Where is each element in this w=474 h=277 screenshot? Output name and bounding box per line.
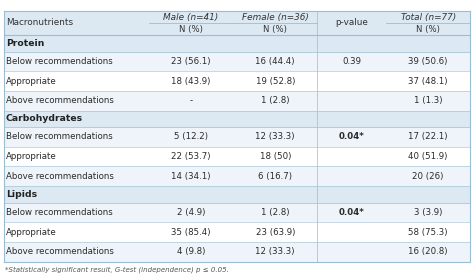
Text: Appropriate: Appropriate — [6, 76, 56, 86]
Text: 14 (34.1): 14 (34.1) — [172, 172, 211, 181]
Text: 5 (12.2): 5 (12.2) — [174, 132, 208, 142]
Text: *Statistically significant result, G-test (independence) p ≤ 0.05.: *Statistically significant result, G-tes… — [5, 266, 228, 273]
Text: 23 (56.1): 23 (56.1) — [172, 57, 211, 66]
Text: 40 (51.9): 40 (51.9) — [409, 152, 448, 161]
Text: Macronutrients: Macronutrients — [6, 19, 73, 27]
Text: 35 (85.4): 35 (85.4) — [172, 228, 211, 237]
Text: 39 (50.6): 39 (50.6) — [409, 57, 448, 66]
Bar — [4, 222, 470, 242]
Text: 1 (2.8): 1 (2.8) — [261, 208, 290, 217]
Text: 16 (44.4): 16 (44.4) — [255, 57, 295, 66]
Text: 0.39: 0.39 — [342, 57, 361, 66]
Text: 6 (16.7): 6 (16.7) — [258, 172, 292, 181]
Bar — [4, 166, 470, 186]
Text: Above recommendations: Above recommendations — [6, 172, 114, 181]
Bar — [4, 91, 470, 111]
Text: Female (n=36): Female (n=36) — [242, 13, 309, 22]
Text: 4 (9.8): 4 (9.8) — [177, 247, 205, 257]
Text: 0.04*: 0.04* — [339, 132, 365, 142]
Text: Below recommendations: Below recommendations — [6, 57, 112, 66]
Text: Below recommendations: Below recommendations — [6, 208, 112, 217]
Text: Protein: Protein — [6, 39, 44, 48]
Text: 12 (33.3): 12 (33.3) — [255, 132, 295, 142]
Bar — [4, 127, 470, 147]
Bar — [4, 52, 470, 71]
Text: Total (n=77): Total (n=77) — [401, 13, 456, 22]
Text: Above recommendations: Above recommendations — [6, 96, 114, 105]
Text: N (%): N (%) — [179, 25, 203, 34]
Text: 17 (22.1): 17 (22.1) — [409, 132, 448, 142]
Text: Appropriate: Appropriate — [6, 152, 56, 161]
Text: Below recommendations: Below recommendations — [6, 132, 112, 142]
Text: 1 (1.3): 1 (1.3) — [414, 96, 442, 105]
Text: 2 (4.9): 2 (4.9) — [177, 208, 205, 217]
Bar — [4, 35, 470, 52]
Text: Above recommendations: Above recommendations — [6, 247, 114, 257]
Text: 58 (75.3): 58 (75.3) — [409, 228, 448, 237]
Bar — [4, 71, 470, 91]
Text: 23 (63.9): 23 (63.9) — [255, 228, 295, 237]
Text: 1 (2.8): 1 (2.8) — [261, 96, 290, 105]
Text: -: - — [190, 96, 193, 105]
Bar — [4, 147, 470, 166]
Text: p-value: p-value — [335, 19, 368, 27]
Text: N (%): N (%) — [263, 25, 287, 34]
Text: Appropriate: Appropriate — [6, 228, 56, 237]
Text: 19 (52.8): 19 (52.8) — [255, 76, 295, 86]
Text: 20 (26): 20 (26) — [412, 172, 444, 181]
Text: 3 (3.9): 3 (3.9) — [414, 208, 442, 217]
Bar — [4, 242, 470, 262]
Text: 22 (53.7): 22 (53.7) — [172, 152, 211, 161]
Bar — [4, 11, 470, 35]
Text: Lipids: Lipids — [6, 190, 37, 199]
Bar — [4, 186, 470, 203]
Text: 18 (50): 18 (50) — [260, 152, 291, 161]
Text: N (%): N (%) — [416, 25, 440, 34]
Bar — [4, 203, 470, 222]
Text: Carbohydrates: Carbohydrates — [6, 114, 83, 123]
Text: 37 (48.1): 37 (48.1) — [409, 76, 448, 86]
Text: 12 (33.3): 12 (33.3) — [255, 247, 295, 257]
Text: 0.04*: 0.04* — [339, 208, 365, 217]
Bar — [4, 111, 470, 127]
Text: 16 (20.8): 16 (20.8) — [409, 247, 448, 257]
Text: 18 (43.9): 18 (43.9) — [172, 76, 211, 86]
Text: Male (n=41): Male (n=41) — [164, 13, 219, 22]
